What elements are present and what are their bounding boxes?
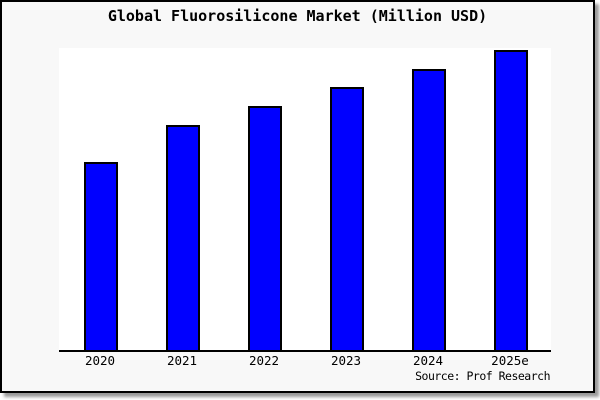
source-note: Source: Prof Research <box>415 369 550 383</box>
bar-2025e <box>494 50 528 350</box>
bar-2023 <box>330 87 364 350</box>
bar-2024 <box>412 69 446 350</box>
chart-frame: Global Fluorosilicone Market (Million US… <box>0 0 595 393</box>
bar-2020 <box>84 162 118 350</box>
x-axis-labels: 2020 2021 2022 2023 2024 2025e <box>2 354 593 368</box>
x-tick-label-2025e: 2025e <box>491 353 529 368</box>
x-tick-label-2023: 2023 <box>330 353 362 368</box>
bar-2021 <box>166 125 200 350</box>
x-tick-label-2024: 2024 <box>412 353 444 368</box>
x-tick-label-2020: 2020 <box>84 353 116 368</box>
bar-2022 <box>248 106 282 350</box>
chart-title: Global Fluorosilicone Market (Million US… <box>107 7 488 25</box>
x-tick-label-2022: 2022 <box>248 353 280 368</box>
x-tick-label-2021: 2021 <box>166 353 198 368</box>
plot-area <box>59 48 551 352</box>
